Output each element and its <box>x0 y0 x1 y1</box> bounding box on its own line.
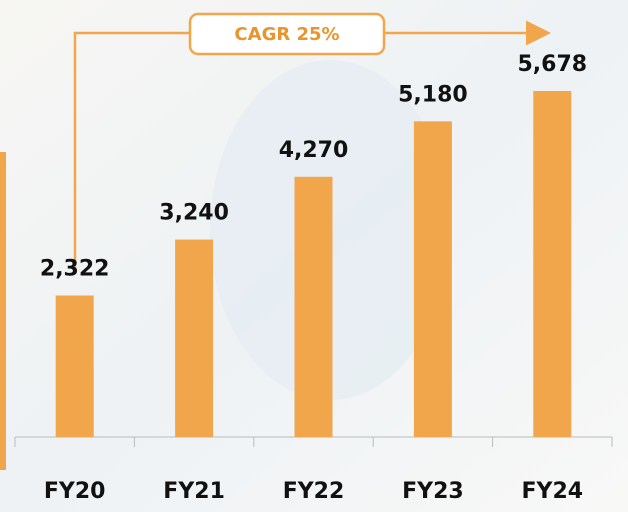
x-tick-label: FY21 <box>163 479 225 504</box>
page: {"chart_data": {"type": "bar", "annotati… <box>0 0 628 512</box>
x-tick-label: FY24 <box>522 479 584 504</box>
x-tick-label: FY22 <box>283 479 345 504</box>
bar <box>533 91 571 437</box>
bar <box>175 240 213 437</box>
value-label: 3,240 <box>159 201 229 226</box>
bar <box>295 177 333 437</box>
value-label: 4,270 <box>279 138 349 163</box>
side-accent <box>0 152 6 470</box>
cagr-label: CAGR 25% <box>234 24 339 45</box>
chart: CAGR 25% 2,322 FY20 3,240 FY21 4,270 FY22 5,18… <box>0 0 628 512</box>
value-label: 5,180 <box>398 82 468 107</box>
value-label: 2,322 <box>40 257 110 282</box>
bar <box>56 296 94 437</box>
bar <box>414 121 452 437</box>
x-tick-label: FY20 <box>44 479 106 504</box>
x-tick-label: FY23 <box>402 479 464 504</box>
value-label: 5,678 <box>518 52 588 77</box>
